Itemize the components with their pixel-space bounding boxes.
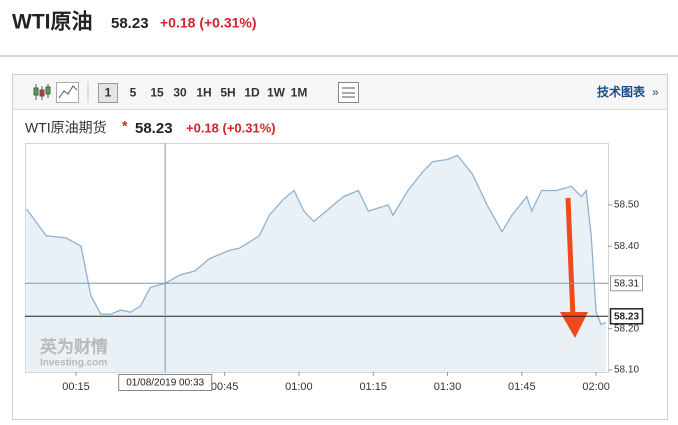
x-tick-label: 01:15	[359, 381, 387, 393]
interval-button[interactable]: 1H	[196, 86, 211, 100]
interval-button[interactable]: 15	[150, 86, 164, 100]
price-level-label: 58.31	[614, 278, 639, 289]
interval-button[interactable]: 1W	[267, 86, 286, 100]
x-tick-label: 01:30	[434, 381, 462, 393]
chart-marker: *	[122, 118, 128, 134]
line-icon	[58, 85, 78, 99]
price-line	[25, 154, 607, 326]
y-tick-label: 58.10	[614, 365, 639, 376]
area-fill	[26, 155, 606, 372]
header-change: +0.18 (+0.31%)	[160, 15, 257, 31]
annotation-arrowhead	[560, 312, 588, 338]
annotation-arrow	[565, 197, 576, 319]
header-price: 58.23	[111, 15, 149, 32]
x-tick-label: 02:00	[582, 381, 610, 393]
link-chevron: »	[652, 85, 659, 99]
crosshair-box	[118, 374, 213, 391]
x-tick-label: 01:45	[508, 381, 536, 393]
interval-button[interactable]: 30	[173, 86, 187, 100]
interval-button[interactable]: 5	[130, 86, 137, 100]
y-tick-label: 58.50	[614, 200, 639, 211]
header-title: WTI原油	[12, 11, 92, 34]
x-tick-label: 00:45	[211, 381, 239, 393]
price-level-box	[610, 275, 643, 292]
chart-title: WTI原油期货	[25, 120, 107, 136]
line-icon-box[interactable]	[56, 82, 79, 103]
y-tick-label: 58.40	[614, 241, 639, 252]
chart-price: 58.23	[135, 120, 173, 137]
x-tick-label: 01:00	[285, 381, 313, 393]
y-tick-label: 58.20	[614, 323, 639, 334]
candle-icon[interactable]	[33, 84, 51, 100]
watermark-brand: 英为财情	[40, 336, 108, 356]
interval-button[interactable]: 5H	[220, 86, 235, 100]
interval-button[interactable]: 1M	[291, 86, 308, 100]
crosshair-label: 01/08/2019 00:33	[126, 378, 204, 389]
plot	[25, 143, 609, 373]
tech-chart-link[interactable]: 技术图表	[597, 84, 646, 99]
price-level-label: 58.23	[614, 311, 639, 322]
interval-selected	[98, 83, 118, 103]
watermark-site: Investing.com	[40, 358, 107, 369]
interval-button[interactable]: 1D	[244, 86, 260, 100]
chart-change: +0.18 (+0.31%)	[186, 120, 276, 135]
price-level-box	[609, 308, 644, 325]
interval-button[interactable]: 1	[105, 86, 112, 100]
x-tick-label: 00:15	[62, 381, 90, 393]
